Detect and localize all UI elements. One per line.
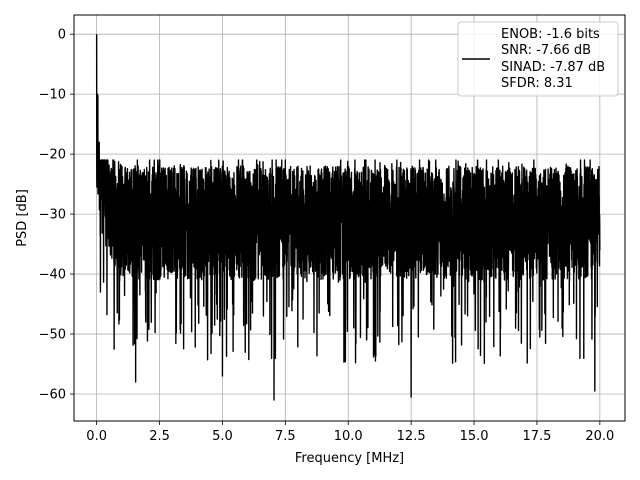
x-tick-label: 0.0 [86, 429, 107, 444]
legend-entry-sinad: SINAD: -7.87 dB [501, 60, 605, 75]
legend-entry-sfdr: SFDR: 8.31 [501, 76, 573, 91]
y-tick-label: −50 [39, 328, 66, 343]
x-tick-label: 2.5 [149, 429, 170, 444]
y-tick-label: −30 [39, 208, 66, 223]
x-tick-label: 5.0 [212, 429, 233, 444]
x-axis-label: Frequency [MHz] [295, 451, 404, 466]
y-tick-label: −60 [39, 388, 66, 403]
legend-entry-enob: ENOB: -1.6 bits [501, 27, 600, 42]
x-tick-label: 20.0 [585, 429, 614, 444]
x-tick-label: 7.5 [275, 429, 296, 444]
x-axis: 0.0 2.5 5.0 7.5 10.0 12.5 15.0 17.5 20.0 [86, 421, 614, 444]
y-tick-label: −40 [39, 268, 66, 283]
y-tick-label: 0 [58, 28, 66, 43]
y-tick-label: −10 [39, 88, 66, 103]
plot-frame [73, 14, 626, 422]
y-axis: 0 −10 −20 −30 −40 −50 −60 [39, 28, 74, 403]
y-tick-label: −20 [39, 148, 66, 163]
plot-area [95, 34, 601, 401]
psd-series-line [95, 34, 601, 401]
legend-entry-snr: SNR: -7.66 dB [501, 43, 591, 58]
legend: ENOB: -1.6 bits SNR: -7.66 dB SINAD: -7.… [457, 21, 619, 97]
x-tick-label: 12.5 [397, 429, 426, 444]
x-tick-label: 15.0 [460, 429, 489, 444]
x-tick-label: 17.5 [522, 429, 551, 444]
y-axis-label: PSD [dB] [15, 189, 30, 247]
x-tick-label: 10.0 [334, 429, 363, 444]
legend-box [457, 21, 619, 97]
